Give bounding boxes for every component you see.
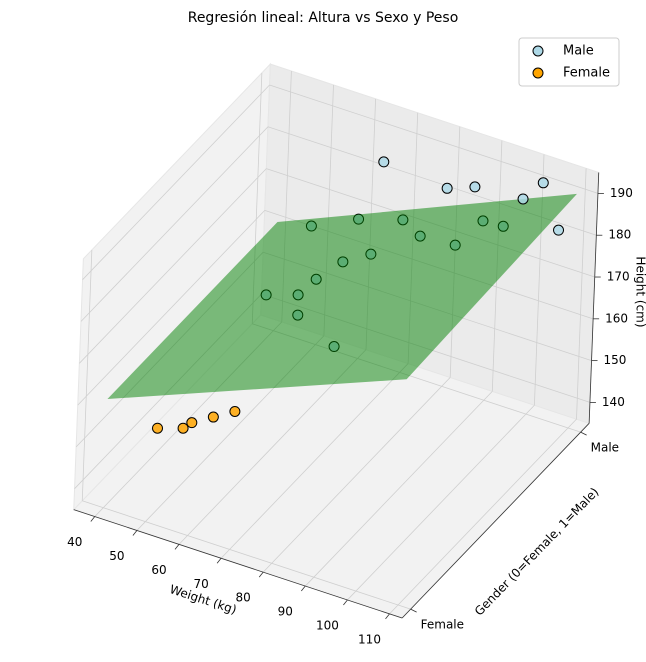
data-point <box>208 412 218 422</box>
legend-label: Female <box>563 66 610 81</box>
data-point <box>442 183 452 193</box>
data-point <box>153 423 163 433</box>
data-point <box>554 225 564 235</box>
chart-title: Regresión lineal: Altura vs Sexo y Peso <box>188 10 459 26</box>
data-point <box>187 418 197 428</box>
legend-label: Male <box>563 44 594 59</box>
z-tick-label: 180 <box>608 228 631 242</box>
data-point <box>178 423 188 433</box>
x-tick-label: 90 <box>278 605 293 619</box>
legend-marker <box>533 46 543 56</box>
x-tick <box>343 600 347 605</box>
legend: Male Female <box>519 38 619 86</box>
x-tick <box>301 586 305 591</box>
x-tick <box>217 558 221 563</box>
y-tick <box>411 609 417 612</box>
data-point <box>538 178 548 188</box>
x-tick-label: 50 <box>109 549 124 563</box>
y-tick <box>581 432 587 435</box>
x-tick <box>175 544 179 549</box>
x-tick <box>259 572 263 577</box>
data-point <box>518 194 528 204</box>
x-tick-label: 110 <box>358 632 381 646</box>
data-point <box>230 406 240 416</box>
y-tick-label: Female <box>421 618 464 632</box>
x-tick-label: 60 <box>151 563 166 577</box>
data-point <box>470 182 480 192</box>
y-tick-label: Male <box>591 441 619 455</box>
legend-marker <box>533 68 543 78</box>
z-axis-label: Height (cm) <box>634 256 646 327</box>
x-tick-label: 100 <box>316 618 339 632</box>
z-tick-label: 150 <box>604 353 627 367</box>
x-tick <box>91 517 95 522</box>
z-tick-label: 140 <box>602 395 625 409</box>
data-point <box>379 157 389 167</box>
x-tick-label: 70 <box>193 577 208 591</box>
z-tick-label: 190 <box>610 186 633 200</box>
z-tick-label: 160 <box>605 311 628 325</box>
x-tick <box>386 614 390 619</box>
x-tick-label: 40 <box>67 535 82 549</box>
z-tick-label: 170 <box>607 270 630 284</box>
x-tick <box>133 530 137 535</box>
